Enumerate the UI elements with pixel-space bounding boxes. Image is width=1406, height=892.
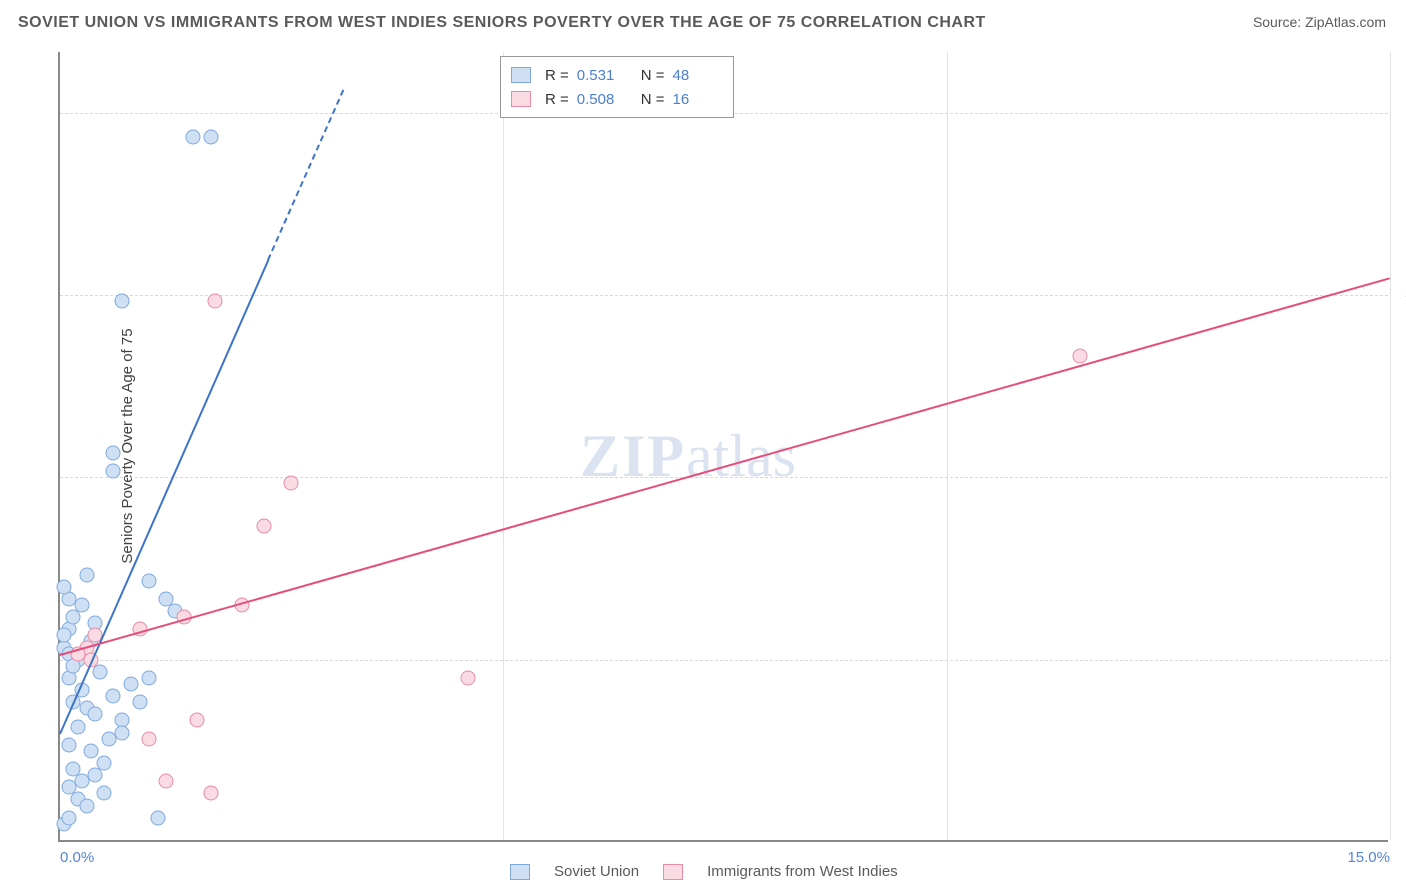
- data-point: [92, 664, 107, 679]
- trend-line: [267, 89, 344, 260]
- y-tick-label: 30.0%: [1393, 469, 1406, 486]
- data-point: [150, 810, 165, 825]
- data-point: [186, 130, 201, 145]
- legend-swatch: [663, 864, 683, 880]
- n-label: N =: [641, 91, 665, 108]
- data-point: [70, 719, 85, 734]
- data-point: [208, 294, 223, 309]
- gridline-h: [60, 477, 1388, 478]
- y-tick-label: 45.0%: [1393, 287, 1406, 304]
- data-point: [57, 628, 72, 643]
- data-point: [141, 731, 156, 746]
- chart-title: SOVIET UNION VS IMMIGRANTS FROM WEST IND…: [18, 14, 986, 32]
- data-point: [159, 774, 174, 789]
- data-point: [66, 762, 81, 777]
- gridline-h: [60, 295, 1388, 296]
- data-point: [141, 573, 156, 588]
- legend-swatch: [510, 864, 530, 880]
- data-point: [57, 579, 72, 594]
- data-point: [283, 476, 298, 491]
- data-point: [123, 677, 138, 692]
- data-point: [203, 130, 218, 145]
- data-point: [84, 743, 99, 758]
- gridline-v: [947, 52, 948, 840]
- data-point: [106, 446, 121, 461]
- watermark-zip: ZIP: [580, 423, 686, 489]
- data-point: [256, 519, 271, 534]
- legend-series-label: Immigrants from West Indies: [707, 863, 898, 880]
- r-value: 0.531: [577, 67, 627, 84]
- data-point: [1072, 348, 1087, 363]
- data-point: [61, 810, 76, 825]
- n-label: N =: [641, 67, 665, 84]
- source-attribution: Source: ZipAtlas.com: [1253, 14, 1386, 30]
- trend-line: [59, 259, 269, 734]
- data-point: [75, 598, 90, 613]
- watermark-atlas: atlas: [686, 423, 796, 489]
- legend-row: R = 0.531 N = 48: [511, 63, 723, 87]
- data-point: [97, 756, 112, 771]
- r-value: 0.508: [577, 91, 627, 108]
- data-point: [106, 689, 121, 704]
- r-label: R =: [545, 91, 569, 108]
- r-label: R =: [545, 67, 569, 84]
- series-legend: Soviet Union Immigrants from West Indies: [510, 863, 898, 880]
- data-point: [106, 464, 121, 479]
- data-point: [203, 786, 218, 801]
- trend-line: [60, 277, 1391, 656]
- legend-row: R = 0.508 N = 16: [511, 87, 723, 111]
- plot-area: ZIPatlas 15.0%30.0%45.0%60.0%0.0%15.0%: [58, 52, 1388, 842]
- source-name: ZipAtlas.com: [1305, 14, 1386, 30]
- x-tick-label: 15.0%: [1347, 849, 1390, 866]
- data-point: [141, 670, 156, 685]
- n-value: 48: [673, 67, 723, 84]
- y-tick-label: 15.0%: [1393, 651, 1406, 668]
- data-point: [79, 567, 94, 582]
- data-point: [88, 707, 103, 722]
- data-point: [97, 786, 112, 801]
- gridline-h: [60, 660, 1388, 661]
- data-point: [115, 294, 130, 309]
- data-point: [132, 695, 147, 710]
- legend-swatch: [511, 67, 531, 83]
- data-point: [115, 725, 130, 740]
- gridline-v: [503, 52, 504, 840]
- data-point: [190, 713, 205, 728]
- y-tick-label: 60.0%: [1393, 104, 1406, 121]
- data-point: [460, 670, 475, 685]
- data-point: [61, 737, 76, 752]
- data-point: [79, 798, 94, 813]
- correlation-legend: R = 0.531 N = 48 R = 0.508 N = 16: [500, 56, 734, 118]
- source-prefix: Source:: [1253, 14, 1305, 30]
- x-tick-label: 0.0%: [60, 849, 94, 866]
- n-value: 16: [673, 91, 723, 108]
- legend-series-label: Soviet Union: [554, 863, 639, 880]
- gridline-v: [1390, 52, 1391, 840]
- legend-swatch: [511, 91, 531, 107]
